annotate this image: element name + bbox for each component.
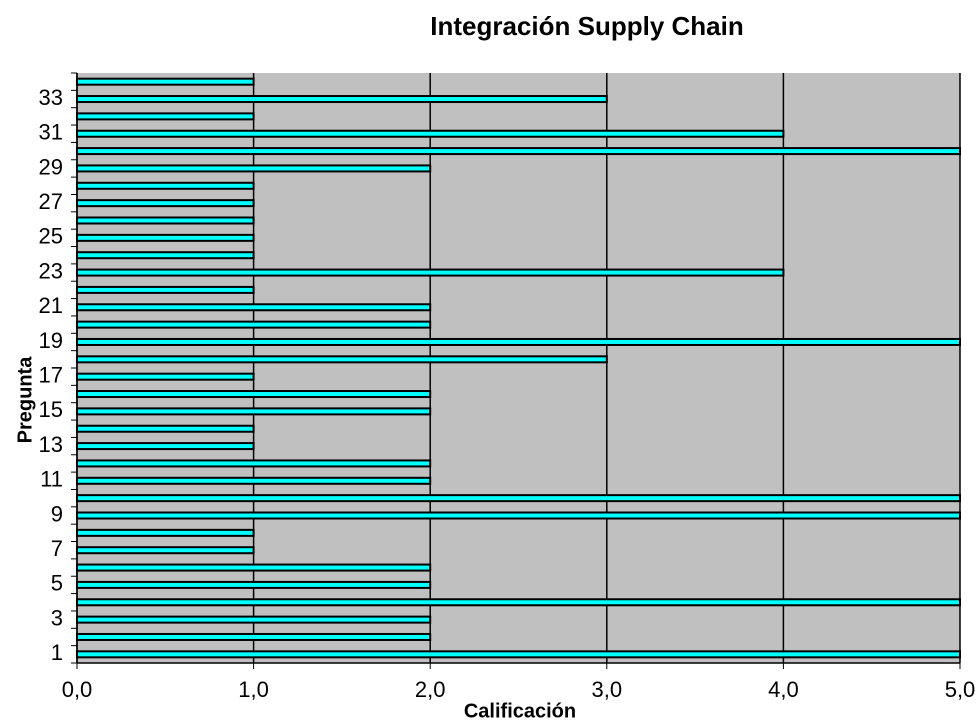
y-tick-label: 19 (39, 328, 63, 353)
y-tick-label: 7 (51, 536, 63, 561)
x-tick-label: 1,0 (238, 677, 269, 702)
y-tick-label: 11 (40, 467, 63, 492)
bar (76, 320, 432, 329)
bar (76, 372, 255, 381)
bar (76, 147, 961, 156)
bar (76, 129, 785, 138)
y-tick-label: 27 (39, 189, 63, 214)
y-tick-label: 31 (39, 120, 63, 145)
y-tick-label: 29 (39, 154, 63, 179)
bar (76, 95, 608, 104)
bar (76, 337, 961, 346)
bar (76, 112, 255, 121)
x-tick-label: 4,0 (768, 677, 799, 702)
bar (76, 650, 961, 659)
bar (76, 476, 432, 485)
y-axis-title: Pregunta (14, 356, 36, 444)
y-tick-label: 1 (51, 640, 63, 665)
bar (76, 303, 432, 312)
bar (76, 615, 432, 624)
y-tick-label: 21 (39, 293, 63, 318)
chart-title: Integración Supply Chain (430, 11, 743, 41)
y-tick-label: 33 (39, 85, 63, 110)
bar (76, 355, 608, 364)
bar (76, 77, 255, 86)
y-tick-label: 13 (39, 432, 63, 457)
y-tick-label: 23 (39, 258, 63, 283)
bar (76, 407, 432, 416)
bar (76, 233, 255, 242)
y-tick-label: 3 (51, 605, 63, 630)
x-tick-label: 5,0 (945, 677, 976, 702)
bar (76, 164, 432, 173)
bar (76, 632, 432, 641)
x-tick-label: 2,0 (415, 677, 446, 702)
x-tick-label: 3,0 (592, 677, 623, 702)
bar (76, 424, 255, 433)
x-axis-title: Calificación (464, 700, 576, 722)
y-tick-label: 25 (39, 224, 63, 249)
y-tick-label: 17 (39, 362, 63, 387)
y-tick-label: 15 (39, 397, 63, 422)
bar (76, 511, 961, 520)
bar (76, 199, 255, 208)
y-tick-label: 5 (51, 571, 63, 596)
bar (76, 580, 432, 589)
y-tick-label: 9 (51, 501, 63, 526)
bar (76, 442, 255, 451)
bar (76, 563, 432, 572)
bar (76, 390, 432, 399)
x-tick-label: 0,0 (62, 677, 93, 702)
bar (76, 181, 255, 190)
plot-background (77, 73, 960, 663)
bar (76, 528, 255, 537)
bar (76, 598, 961, 607)
bar (76, 251, 255, 260)
bar (76, 546, 255, 555)
bar (76, 216, 255, 225)
bar (76, 285, 255, 294)
bar (76, 494, 961, 503)
bar (76, 268, 785, 277)
bar (76, 459, 432, 468)
